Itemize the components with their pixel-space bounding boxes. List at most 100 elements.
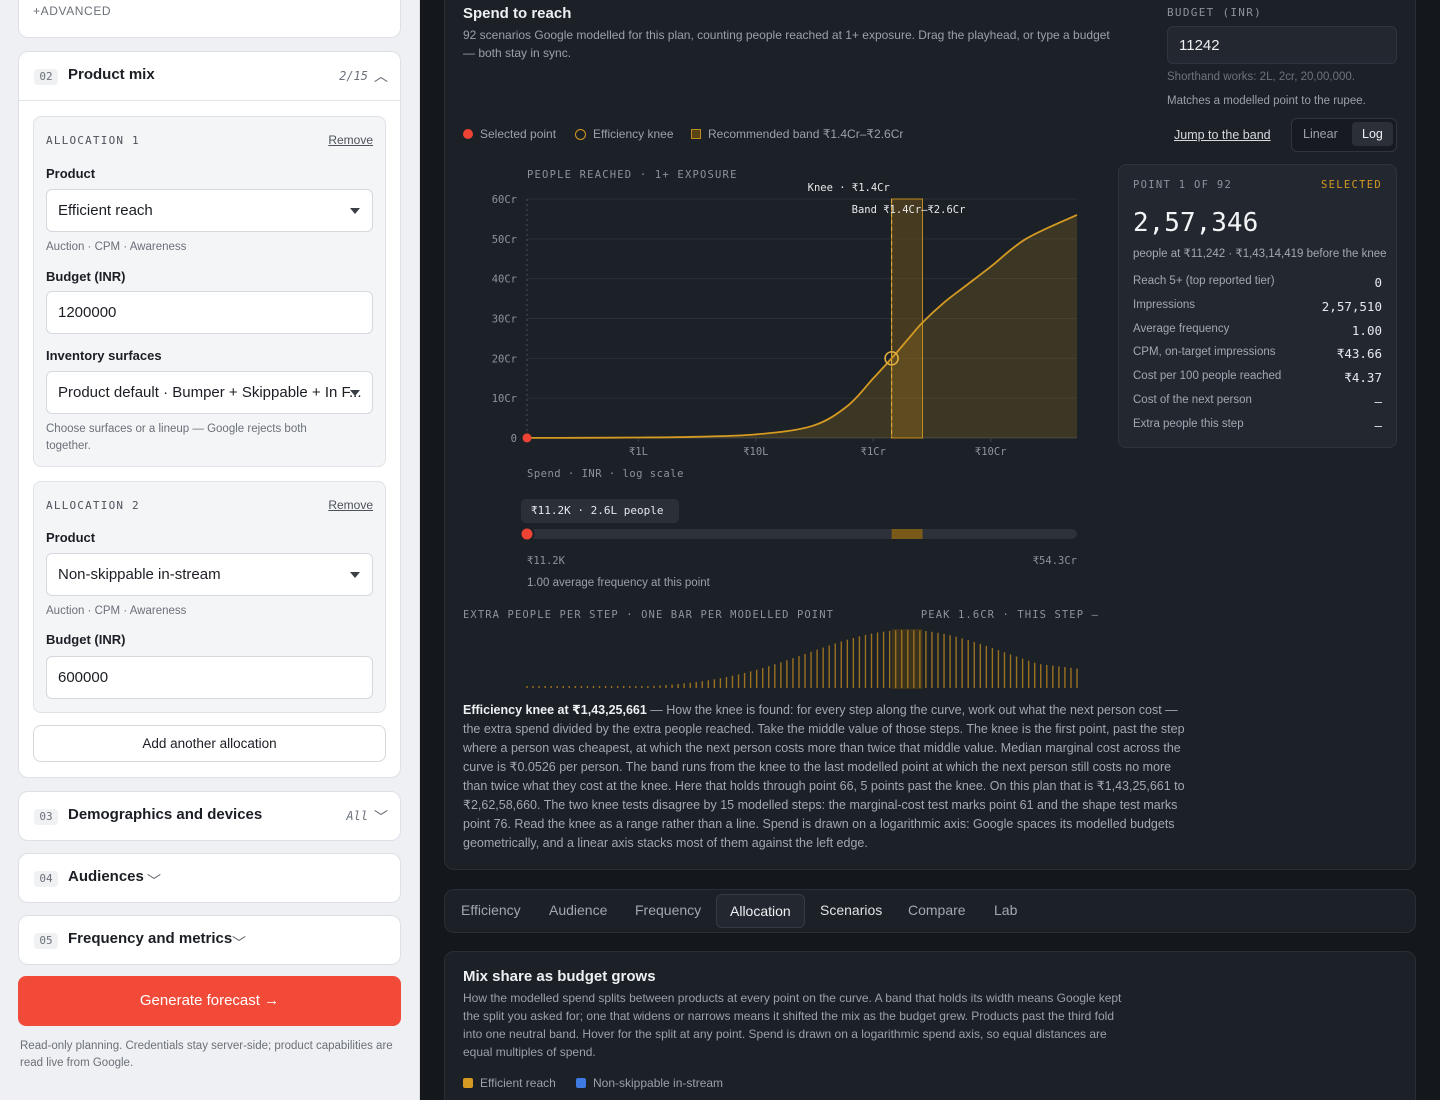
metric-row: Impressions 2,57,510 (1133, 298, 1382, 314)
budget-input-value: 600000 (58, 669, 109, 686)
knee-marker[interactable] (884, 351, 899, 366)
selected-dot-icon (463, 129, 473, 139)
product-select[interactable]: Efficient reach (46, 189, 373, 232)
x-axis: ₹1L ₹10L ₹1Cr ₹10Cr (629, 438, 1007, 458)
x-tick-label: ₹1L (629, 446, 648, 458)
tab-scenarios[interactable]: Scenarios (820, 902, 883, 918)
section-number: 02 (34, 69, 58, 85)
reach-line (526, 214, 1078, 439)
playhead-tag-label: ₹11.2K · 2.6L people (531, 504, 663, 517)
slider-handle[interactable] (519, 526, 535, 542)
product-label: Product (46, 530, 96, 545)
scale-log-button[interactable]: Log (1352, 122, 1393, 146)
knee-explanation: Efficiency knee at ₹1,43,25,661 — How th… (463, 701, 1193, 853)
tab-efficiency[interactable]: Efficiency (461, 902, 521, 918)
panel-description: 92 scenarios Google modelled for this pl… (463, 28, 1110, 60)
selected-point[interactable] (522, 433, 532, 443)
section-frequency[interactable]: 05 Frequency and metrics ﹀ (18, 915, 401, 965)
allocation-card: ALLOCATION 1 Remove Product Efficient re… (33, 116, 386, 467)
mix-share-panel: Mix share as budget grows How the modell… (444, 951, 1416, 1100)
point-card: POINT 1 OF 92 SELECTED 2,57,346 people a… (1118, 164, 1397, 448)
budget-match-note: Matches a modelled point to the rupee. (1167, 95, 1366, 107)
section-title: Frequency and metrics (68, 930, 233, 947)
panel-title: Mix share as budget grows (463, 968, 656, 985)
footnote: Read-only planning. Credentials stay ser… (20, 1040, 393, 1069)
chevron-down-icon (350, 390, 360, 396)
product-mix-card: 02 Product mix 2/15 ︿ ALLOCATION 1 Remov… (18, 51, 401, 778)
y-tick-label: 10Cr (492, 393, 517, 405)
slider-track[interactable] (527, 529, 1077, 539)
budget-input[interactable]: 600000 (46, 656, 373, 699)
tab-allocation[interactable]: Allocation (716, 894, 805, 928)
product-hint: Auction · CPM · Awareness (46, 241, 187, 253)
section-audiences[interactable]: 04 Audiences ﹀ (18, 853, 401, 903)
tab-lab[interactable]: Lab (994, 902, 1018, 918)
budget-input-value: 1200000 (58, 304, 117, 321)
budget-input[interactable]: 11242 (1167, 26, 1397, 64)
section-number: 05 (34, 933, 58, 949)
tab-frequency[interactable]: Frequency (635, 902, 702, 918)
section-title: Demographics and devices (68, 806, 263, 823)
remove-allocation-link[interactable]: Remove (328, 133, 373, 147)
knee-circle-icon (575, 128, 586, 140)
generate-forecast-button[interactable]: Generate forecast → (18, 976, 401, 1026)
recommended-band (891, 198, 924, 439)
bars-title: EXTRA PEOPLE PER STEP · ONE BAR PER MODE… (463, 609, 834, 621)
advanced-toggle[interactable]: +ADVANCED (33, 4, 112, 18)
section-title: Product mix (68, 66, 155, 83)
metric-row: Average frequency 1.00 (1133, 322, 1382, 338)
reach-chart[interactable]: PEOPLE REACHED · 1+ EXPOSURE 0 10Cr 20Cr 30… (445, 0, 1105, 701)
panel-description: How the modelled spend splits between pr… (463, 991, 1122, 1059)
chevron-down-icon (350, 208, 360, 214)
product-mix-header[interactable]: 02 Product mix 2/15 ︿ (19, 52, 400, 101)
product-select[interactable]: Non-skippable in-stream (46, 553, 373, 596)
spend-to-reach-panel: Spend to reach 92 scenarios Google model… (444, 0, 1416, 870)
chevron-up-icon[interactable]: ︿ (374, 68, 388, 84)
chevron-down-icon (350, 572, 360, 578)
product-label: Product (46, 166, 96, 181)
section-meta: All (346, 809, 368, 823)
metric-label: CPM, on-target impressions (1133, 346, 1276, 359)
y-axis-title: PEOPLE REACHED · 1+ EXPOSURE (527, 169, 738, 181)
allocation-title: ALLOCATION 1 (46, 134, 140, 147)
slider-min-label: ₹11.2K (527, 555, 566, 567)
scale-linear-button[interactable]: Linear (1303, 127, 1338, 141)
swatch-icon (463, 1078, 473, 1088)
point-reach-value: 2,57,346 (1133, 208, 1259, 238)
legend-label: Efficiency knee (593, 127, 674, 141)
advanced-card[interactable]: +ADVANCED (18, 0, 401, 38)
sidebar: +ADVANCED 02 Product mix 2/15 ︿ ALLOCATI… (0, 0, 420, 1100)
inventory-select[interactable]: Product default · Bumper + Skippable + I… (46, 371, 373, 414)
tab-compare[interactable]: Compare (908, 902, 966, 918)
knee-explanation-title: Efficiency knee at ₹1,43,25,661 (463, 703, 647, 717)
product-select-value: Non-skippable in-stream (58, 566, 221, 583)
band-label: Band ₹1.4Cr–₹2.6Cr (852, 204, 966, 216)
metric-value: 1.00 (1351, 322, 1382, 338)
section-count: 2/15 (339, 69, 368, 83)
legend-label: Recommended band ₹1.4Cr–₹2.6Cr (708, 127, 904, 141)
knee-explanation-body: — How the knee is found: for every step … (463, 703, 1185, 850)
budget-label: Budget (INR) (46, 269, 126, 284)
metric-value: 2,57,510 (1321, 298, 1382, 314)
budget-input[interactable]: 1200000 (46, 291, 373, 334)
chevron-down-icon: ﹀ (147, 873, 161, 889)
x-tick-label: ₹10Cr (975, 446, 1007, 458)
y-tick-label: 0 (511, 433, 517, 445)
section-number: 04 (34, 871, 58, 887)
y-tick-label: 60Cr (492, 194, 517, 206)
section-demographics[interactable]: 03 Demographics and devices All ﹀ (18, 791, 401, 841)
tab-audience[interactable]: Audience (549, 902, 608, 918)
metric-value: — (1374, 394, 1382, 409)
remove-allocation-link[interactable]: Remove (328, 498, 373, 512)
chevron-down-icon: ﹀ (232, 935, 246, 951)
metric-row: Cost per 100 people reached ₹4.37 (1133, 370, 1382, 385)
add-allocation-button[interactable]: Add another allocation (33, 725, 386, 762)
slider-max-label: ₹54.3Cr (1033, 555, 1077, 567)
section-title: Audiences (68, 868, 144, 885)
metric-row: Cost of the next person — (1133, 394, 1382, 409)
jump-to-band-link[interactable]: Jump to the band (1174, 128, 1271, 142)
metric-label: Cost of the next person (1133, 394, 1252, 406)
metric-label: Impressions (1133, 298, 1195, 311)
point-header: POINT 1 OF 92 (1133, 179, 1233, 191)
allocation-title: ALLOCATION 2 (46, 499, 140, 512)
